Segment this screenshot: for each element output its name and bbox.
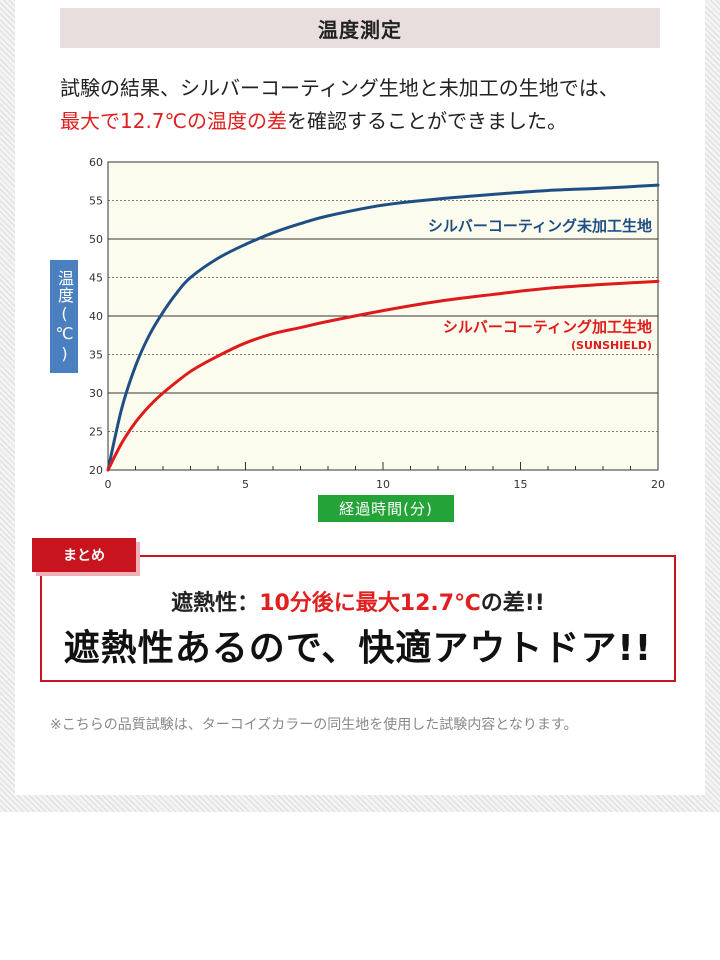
y-tick-label: 50 xyxy=(89,233,103,246)
x-tick-label: 0 xyxy=(105,478,112,491)
series-line-1 xyxy=(106,183,660,472)
summary-tag: まとめ xyxy=(32,538,136,572)
x-axis-label: 経過時間(分) xyxy=(318,495,454,522)
x-tick-labels: 0 5 10 15 20 xyxy=(105,478,666,491)
x-tick-label: 20 xyxy=(651,478,665,491)
intro-line-2-rest: を確認することができました。 xyxy=(287,109,567,133)
intro-highlight: 最大で12.7℃の温度の差 xyxy=(60,109,287,133)
intro-text: 試験の結果、シルバーコーティング生地と未加工の生地では、 最大で12.7℃の温度… xyxy=(60,72,680,138)
summary-suffix: の差!! xyxy=(480,591,545,616)
y-tick-label: 35 xyxy=(89,349,103,362)
summary-headline: 遮熱性あるので、快適アウトドア!! xyxy=(63,628,653,669)
summary-box: 遮熱性：10分後に最大12.7℃の差!! 遮熱性あるので、快適アウトドア!! xyxy=(40,555,676,682)
series-lines xyxy=(106,183,660,472)
section-title: 温度測定 xyxy=(60,8,660,48)
series-line-2 xyxy=(106,279,660,472)
summary-prefix: 遮熱性： xyxy=(171,591,260,616)
y-tick-label: 60 xyxy=(89,156,103,169)
intro-line-1: 試験の結果、シルバーコーティング生地と未加工の生地では、 xyxy=(60,76,619,100)
legend-series-2-sub: (SUNSHIELD) xyxy=(571,339,652,352)
x-tick-label: 5 xyxy=(242,478,249,491)
y-tick-label: 20 xyxy=(89,464,103,477)
legend-series-2: シルバーコーティング加工生地 xyxy=(443,318,652,336)
y-tick-label: 45 xyxy=(89,272,103,285)
intro-line-2: 最大で12.7℃の温度の差を確認することができました。 xyxy=(60,105,680,138)
y-tick-label: 25 xyxy=(89,426,103,439)
y-tick-label: 55 xyxy=(89,195,103,208)
y-tick-label: 30 xyxy=(89,387,103,400)
y-axis-label: 温度(℃) xyxy=(50,260,78,373)
grid-lines xyxy=(107,200,659,470)
y-tick-labels: 20 25 30 35 40 45 50 55 60 xyxy=(89,156,103,477)
x-tick-label: 15 xyxy=(514,478,528,491)
x-tick-label: 10 xyxy=(376,478,390,491)
y-tick-label: 40 xyxy=(89,310,103,323)
temperature-chart: 20 25 30 35 40 45 50 55 60 0 5 10 15 20 シルバーコーティング未加… xyxy=(89,156,666,491)
summary-line-1: 遮熱性：10分後に最大12.7℃の差!! xyxy=(42,585,674,617)
summary-highlight: 10分後に最大12.7℃ xyxy=(259,591,481,616)
legend-series-1: シルバーコーティング未加工生地 xyxy=(428,217,652,235)
footnote: ※こちらの品質試験は、ターコイズカラーの同生地を使用した試験内容となります。 xyxy=(50,717,578,733)
